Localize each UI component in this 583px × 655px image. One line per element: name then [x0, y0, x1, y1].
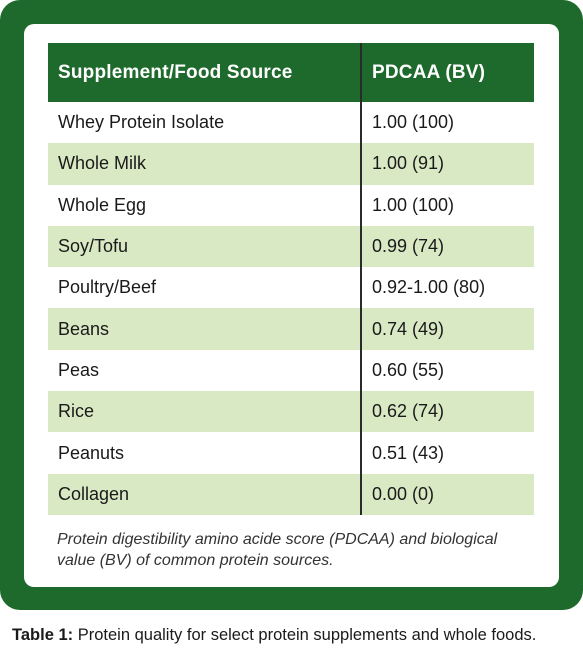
protein-quality-table: Supplement/Food Source PDCAA (BV) Whey P…: [48, 43, 534, 515]
pdcaa-cell: 1.00 (100): [372, 112, 455, 133]
food-source-cell: Whole Egg: [48, 184, 362, 226]
table-row: Rice 0.62 (74): [48, 391, 534, 433]
caption-text: Protein quality for select protein suppl…: [73, 626, 537, 644]
pdcaa-cell: 0.60 (55): [372, 359, 445, 380]
table-footnote: Protein digestibility amino acide score …: [57, 531, 498, 569]
table-row: Whole Milk 1.00 (91): [48, 143, 534, 185]
header-pdcaa: PDCAA (BV): [361, 43, 534, 102]
caption-label: Table 1:: [12, 626, 74, 644]
food-source-cell: Whole Milk: [48, 143, 362, 185]
table-caption: Table 1: Protein quality for select prot…: [12, 626, 536, 645]
pdcaa-cell: 0.99 (74): [361, 225, 534, 268]
food-source-cell: Rice: [48, 391, 362, 433]
table-header-row: Supplement/Food Source PDCAA (BV): [48, 43, 534, 102]
header-food-source: Supplement/Food Source: [48, 43, 362, 102]
food-source-cell: Soy/Tofu: [48, 225, 362, 268]
pdcaa-cell: 0.00 (0): [361, 473, 534, 515]
food-source-cell: Peas: [48, 349, 362, 392]
food-source-cell: Poultry/Beef: [48, 267, 362, 309]
table-row: Whole Egg 1.00 (100): [48, 184, 534, 226]
pdcaa-cell: 0.74 (49): [361, 308, 534, 350]
food-source-cell: Whey Protein Isolate: [48, 102, 362, 144]
pdcaa-cell: 1.00 (91): [361, 143, 534, 185]
food-source-cell: Beans: [48, 308, 362, 350]
table-row: Beans 0.74 (49): [48, 308, 534, 350]
table-row: Collagen 0.00 (0): [48, 473, 534, 515]
table-row: Soy/Tofu 0.99 (74): [48, 225, 534, 268]
table-row: Peanuts 0.51 (43): [48, 432, 534, 474]
table-row: Peas 0.60 (55): [48, 349, 534, 392]
food-source-cell: Collagen: [48, 473, 362, 515]
table-row: Poultry/Beef 0.92-1.00 (80): [48, 267, 534, 309]
pdcaa-cell: 0.92-1.00 (80): [372, 277, 486, 298]
pdcaa-cell: 1.00 (100): [372, 194, 455, 215]
pdcaa-cell: 0.62 (74): [361, 391, 534, 433]
pdcaa-cell: 0.51 (43): [372, 442, 445, 463]
table-container: Supplement/Food Source PDCAA (BV) Whey P…: [48, 43, 534, 515]
food-source-cell: Peanuts: [48, 432, 362, 474]
table-row: Whey Protein Isolate 1.00 (100): [48, 102, 534, 144]
